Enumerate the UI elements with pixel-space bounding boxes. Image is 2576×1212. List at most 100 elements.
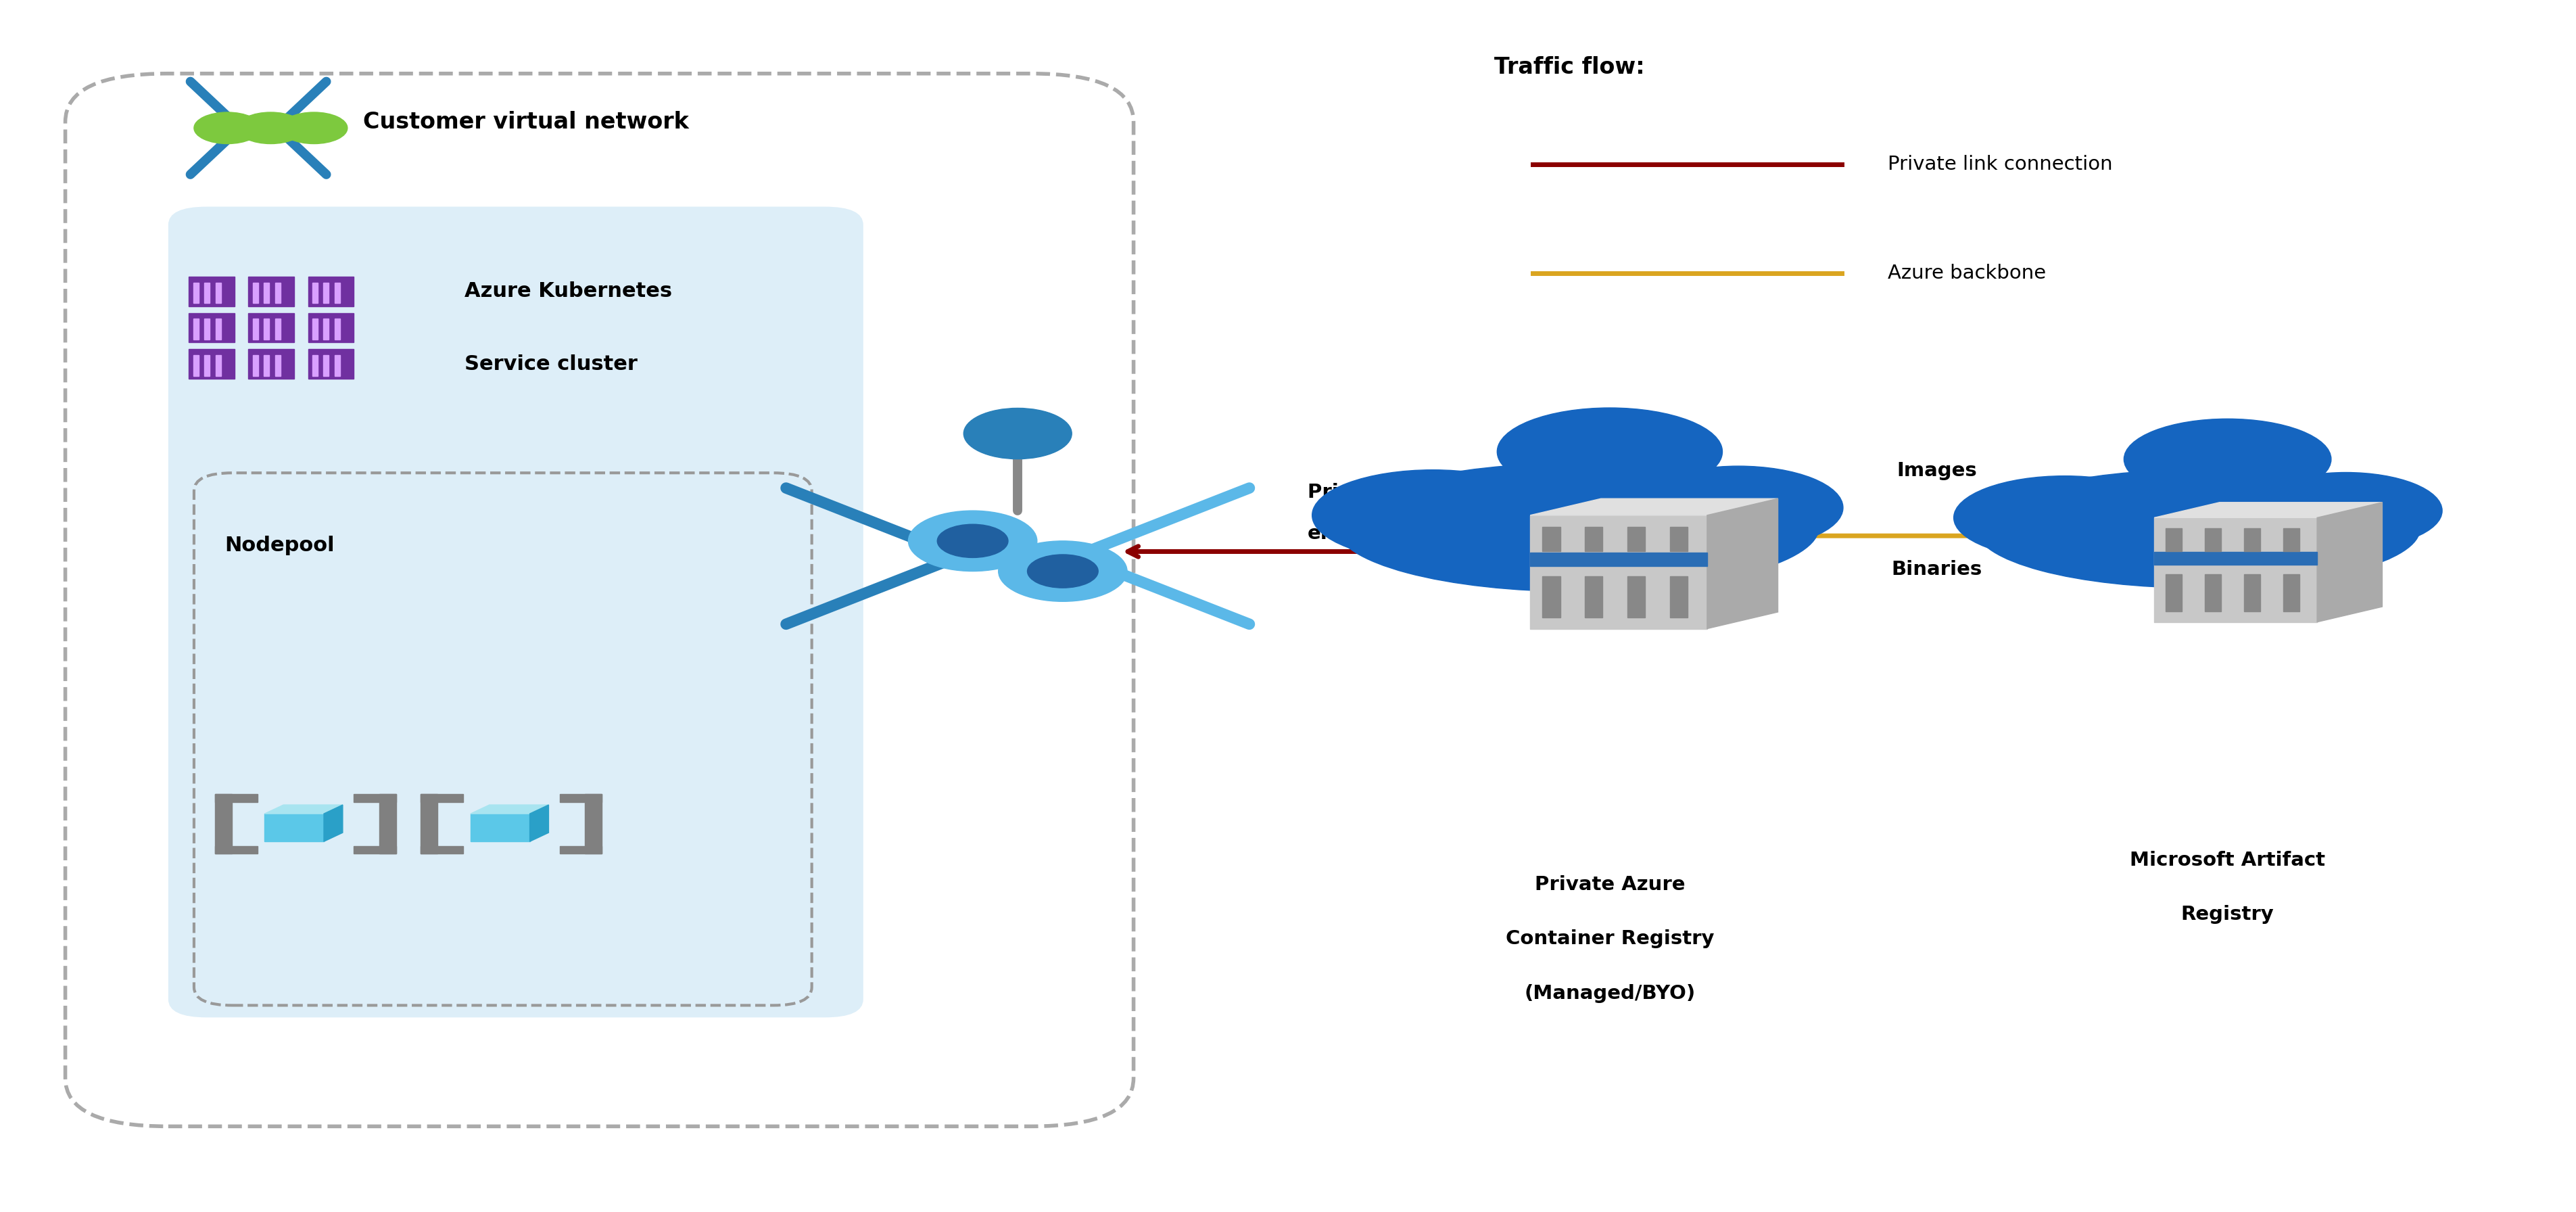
Circle shape: [938, 525, 1007, 558]
Bar: [247, 276, 294, 307]
Bar: [263, 355, 270, 376]
Bar: [585, 794, 603, 853]
Polygon shape: [325, 805, 343, 841]
Bar: [1669, 577, 1687, 617]
Polygon shape: [1530, 498, 1777, 515]
Bar: [216, 355, 222, 376]
Text: Microsoft Artifact: Microsoft Artifact: [2130, 851, 2326, 869]
Text: Nodepool: Nodepool: [224, 536, 335, 555]
Bar: [335, 355, 340, 376]
Text: Service cluster: Service cluster: [464, 354, 636, 373]
Bar: [247, 313, 294, 343]
Bar: [2154, 553, 2316, 565]
Text: endpoint: endpoint: [1306, 524, 1406, 543]
Bar: [1530, 553, 1708, 566]
Bar: [188, 313, 234, 343]
Bar: [2244, 574, 2259, 612]
Text: Private link: Private link: [1306, 484, 1435, 502]
Bar: [2166, 528, 2182, 551]
Bar: [312, 319, 317, 339]
Ellipse shape: [1337, 463, 1819, 591]
Bar: [252, 355, 258, 376]
Ellipse shape: [1953, 476, 2177, 560]
Bar: [276, 355, 281, 376]
Circle shape: [909, 510, 1038, 571]
Bar: [325, 282, 330, 303]
Bar: [193, 319, 198, 339]
Circle shape: [237, 113, 304, 144]
Bar: [2282, 574, 2300, 612]
Bar: [252, 319, 258, 339]
Bar: [1584, 577, 1602, 617]
Bar: [216, 282, 222, 303]
Bar: [204, 282, 209, 303]
Bar: [204, 355, 209, 376]
Bar: [1669, 526, 1687, 551]
Bar: [263, 319, 270, 339]
Text: (Managed/BYO): (Managed/BYO): [1525, 984, 1695, 1002]
Bar: [1584, 526, 1602, 551]
Bar: [420, 846, 464, 853]
Text: Images: Images: [1896, 461, 1976, 480]
Bar: [309, 349, 353, 378]
Ellipse shape: [2125, 419, 2331, 499]
Text: Private Azure: Private Azure: [1535, 875, 1685, 893]
Bar: [188, 276, 234, 307]
Bar: [276, 282, 281, 303]
Bar: [214, 794, 258, 802]
Text: Azure backbone: Azure backbone: [1888, 264, 2045, 282]
Circle shape: [1028, 555, 1097, 588]
Polygon shape: [2154, 502, 2383, 518]
Bar: [312, 355, 317, 376]
Bar: [309, 313, 353, 343]
Polygon shape: [471, 805, 549, 813]
Bar: [265, 813, 325, 841]
Ellipse shape: [1976, 469, 2419, 588]
Bar: [1628, 526, 1646, 551]
Text: Binaries: Binaries: [1891, 560, 1981, 579]
Circle shape: [281, 113, 348, 144]
Bar: [420, 794, 438, 853]
Bar: [1543, 577, 1561, 617]
Bar: [379, 794, 397, 853]
Bar: [2166, 574, 2182, 612]
Bar: [353, 846, 397, 853]
FancyBboxPatch shape: [167, 207, 863, 1017]
Circle shape: [999, 541, 1128, 601]
Bar: [1530, 515, 1708, 629]
Bar: [193, 355, 198, 376]
Bar: [2205, 528, 2221, 551]
Bar: [471, 813, 531, 841]
Bar: [353, 794, 397, 802]
Bar: [2244, 528, 2259, 551]
Bar: [335, 282, 340, 303]
Bar: [252, 282, 258, 303]
Bar: [1543, 526, 1561, 551]
Bar: [2282, 528, 2300, 551]
Bar: [214, 794, 232, 853]
Polygon shape: [531, 805, 549, 841]
Bar: [2205, 574, 2221, 612]
Bar: [263, 282, 270, 303]
Ellipse shape: [1633, 467, 1842, 549]
Circle shape: [963, 408, 1072, 459]
Bar: [1628, 577, 1646, 617]
Text: Registry: Registry: [2182, 905, 2275, 924]
Bar: [325, 319, 330, 339]
Bar: [325, 355, 330, 376]
Bar: [559, 846, 603, 853]
Ellipse shape: [2249, 473, 2442, 549]
Text: Private link connection: Private link connection: [1888, 155, 2112, 173]
Polygon shape: [1708, 498, 1777, 629]
Bar: [420, 794, 464, 802]
Text: Traffic flow:: Traffic flow:: [1494, 56, 1643, 79]
Bar: [309, 276, 353, 307]
Polygon shape: [2316, 502, 2383, 622]
Bar: [204, 319, 209, 339]
Bar: [214, 846, 258, 853]
Bar: [312, 282, 317, 303]
Text: Customer virtual network: Customer virtual network: [363, 110, 690, 133]
Ellipse shape: [1311, 470, 1553, 561]
Bar: [335, 319, 340, 339]
Bar: [188, 349, 234, 378]
